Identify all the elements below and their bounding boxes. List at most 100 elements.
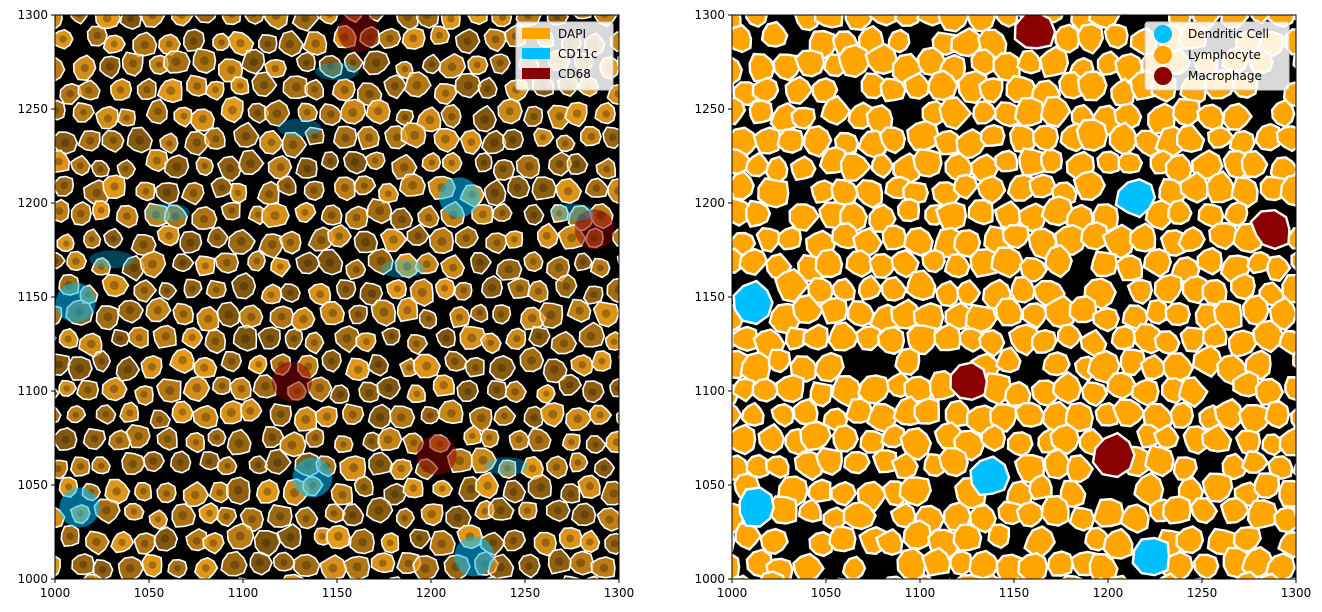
fluorescent-cell bbox=[579, 529, 601, 553]
cell-nucleus-shadow bbox=[162, 188, 172, 197]
lymphocyte-cell bbox=[894, 15, 922, 27]
lymphocyte-cell bbox=[1080, 381, 1109, 408]
fluorescent-cell bbox=[207, 427, 227, 448]
fluorescent-cell bbox=[29, 130, 53, 153]
fluorescent-cell bbox=[368, 607, 389, 612]
lymphocyte-cell bbox=[952, 523, 983, 552]
fluorescent-cell bbox=[654, 129, 675, 152]
fluorescent-cell bbox=[632, 29, 656, 52]
lymphocyte-cell bbox=[792, 552, 825, 579]
fluorescent-cell bbox=[44, 607, 66, 612]
fluorescent-cell bbox=[55, 99, 66, 121]
fluorescent-cell bbox=[216, 506, 238, 528]
fluorescent-cell bbox=[264, 448, 292, 475]
fluorescent-cell bbox=[377, 426, 403, 451]
cell-nucleus-shadow bbox=[276, 163, 285, 172]
lymphocyte-cell bbox=[802, 124, 833, 159]
cell-nucleus-shadow bbox=[234, 438, 244, 448]
cell-nucleus-shadow bbox=[153, 306, 162, 315]
typed-cell bbox=[738, 486, 776, 528]
fluorescent-cell bbox=[82, 427, 107, 451]
fluorescent-cell bbox=[353, 230, 379, 254]
left-axis-ticks: 1000 1050 1100 1150 1200 1250 1300100010501100… bbox=[17, 8, 634, 600]
lymphocyte-cell bbox=[994, 346, 1022, 374]
fluorescent-cell bbox=[186, 74, 208, 97]
lymphocyte-cell bbox=[1307, 131, 1322, 157]
cell-nucleus-shadow bbox=[177, 15, 186, 19]
fluorescent-cell bbox=[123, 502, 145, 521]
fluorescent-cell bbox=[558, 526, 584, 550]
cell-nucleus-shadow bbox=[408, 181, 418, 190]
lymphocyte-cell bbox=[1270, 98, 1296, 129]
cell-nucleus-shadow bbox=[128, 459, 137, 469]
cell-nucleus-shadow bbox=[309, 186, 318, 195]
fluorescent-cell bbox=[428, 226, 455, 255]
fluorescent-cell bbox=[230, 76, 250, 96]
cell-nucleus-shadow bbox=[566, 534, 574, 543]
fluorescent-cell bbox=[412, 554, 440, 579]
lymphocyte-cell bbox=[921, 546, 952, 578]
cell-nucleus-shadow bbox=[236, 39, 245, 48]
lymphocyte-cell bbox=[1018, 147, 1047, 178]
legend-marker-dendritic-cell bbox=[1154, 25, 1172, 43]
cell-nucleus-shadow bbox=[102, 506, 111, 515]
cell-nucleus-shadow bbox=[309, 585, 316, 592]
fluorescence-image bbox=[24, 0, 675, 612]
cell-nucleus-shadow bbox=[559, 339, 569, 348]
lymphocyte-cell bbox=[844, 15, 876, 32]
lymphocyte-cell bbox=[793, 450, 824, 482]
x-tick-label: 1050 bbox=[811, 586, 842, 600]
cell-nucleus-shadow bbox=[333, 531, 343, 541]
fluorescent-cell bbox=[355, 332, 377, 353]
fluorescent-cell bbox=[527, 473, 553, 500]
fluorescent-cell bbox=[257, 33, 278, 54]
cell-nucleus-shadow bbox=[318, 533, 326, 540]
cell-nucleus-shadow bbox=[618, 39, 619, 44]
fluorescent-cell bbox=[195, 156, 214, 177]
fluorescent-cell bbox=[370, 299, 397, 327]
cell-nucleus-shadow bbox=[55, 465, 62, 473]
fluorescent-cell bbox=[382, 0, 401, 3]
fluorescent-cell bbox=[239, 397, 263, 422]
lymphocyte-cell bbox=[936, 0, 963, 2]
fluorescent-cell bbox=[440, 15, 461, 30]
cell-nucleus-shadow bbox=[647, 557, 655, 565]
lymphocyte-cell bbox=[982, 0, 1010, 9]
cell-nucleus-shadow bbox=[227, 65, 236, 75]
lymphocyte-cell bbox=[1090, 250, 1119, 278]
cell-nucleus-shadow bbox=[554, 263, 564, 273]
cell-nucleus-shadow bbox=[102, 15, 112, 23]
lymphocyte-cell bbox=[757, 0, 787, 8]
cell-nucleus-shadow bbox=[472, 364, 480, 371]
lymphocyte-cell bbox=[1049, 422, 1081, 456]
lymphocyte-cell bbox=[1256, 0, 1287, 5]
fluorescent-cell bbox=[396, 296, 419, 323]
fluorescent-cell bbox=[55, 198, 70, 223]
cell-nucleus-shadow bbox=[76, 15, 83, 18]
cell-nucleus-shadow bbox=[142, 187, 150, 195]
lymphocyte-cell bbox=[1075, 118, 1109, 152]
fluorescent-cell bbox=[398, 173, 426, 197]
fluorescent-cell bbox=[248, 455, 269, 475]
fluorescent-cell bbox=[508, 429, 530, 451]
lymphocyte-cell bbox=[1182, 425, 1209, 455]
lymphocyte-cell bbox=[752, 126, 782, 155]
fluorescent-cell bbox=[24, 54, 44, 76]
cell-nucleus-shadow bbox=[391, 490, 399, 499]
right-legend: Dendritic Cell Lymphocyte Macrophage bbox=[1144, 21, 1290, 91]
fluorescent-cell bbox=[101, 273, 130, 298]
fluorescent-cell bbox=[495, 258, 523, 281]
fluorescent-cell bbox=[169, 450, 192, 474]
fluorescent-cell bbox=[290, 306, 316, 332]
fluorescent-cell bbox=[481, 274, 504, 299]
lymphocyte-cell bbox=[1300, 223, 1322, 253]
fluorescent-cell bbox=[606, 83, 619, 106]
cell-nucleus-shadow bbox=[509, 536, 518, 545]
lymphocyte-cell bbox=[1209, 0, 1232, 6]
fluorescent-cell bbox=[321, 349, 342, 373]
lymphocyte-cell bbox=[1284, 375, 1296, 402]
fluorescent-cell bbox=[643, 1, 670, 26]
cell-nucleus-shadow bbox=[592, 184, 601, 193]
cell-nucleus-shadow bbox=[163, 490, 170, 497]
cell-nucleus-shadow bbox=[358, 537, 367, 547]
